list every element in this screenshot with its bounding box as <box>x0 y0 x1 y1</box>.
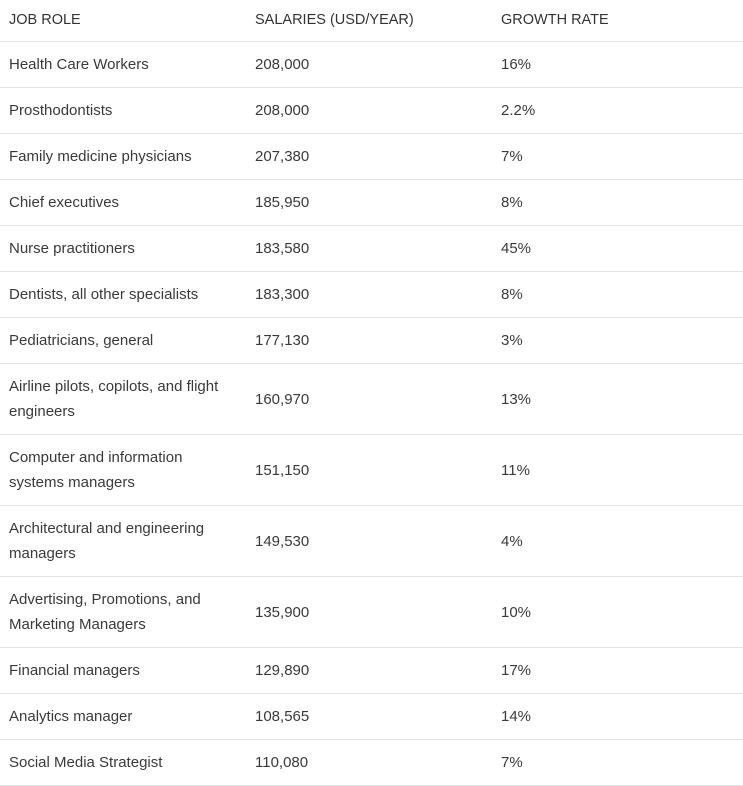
table-body: Health Care Workers 208,000 16% Prosthodont… <box>0 41 743 786</box>
salary: 149,530 <box>246 505 492 577</box>
growth-rate: 7% <box>492 133 743 180</box>
table-row: Financial managers 129,890 17% <box>0 647 743 694</box>
salary: 208,000 <box>246 41 492 88</box>
growth-rate: 16% <box>492 41 743 88</box>
table-row: Advertising, Promotions, and Marketing M… <box>0 576 743 648</box>
growth-rate: 45% <box>492 225 743 272</box>
job-role: Chief executives <box>0 179 246 226</box>
header-cell: GROWTH RATE <box>492 0 743 42</box>
salary: 207,380 <box>246 133 492 180</box>
salary: 183,580 <box>246 225 492 272</box>
table-row: Architectural and engineering managers 14… <box>0 505 743 577</box>
table-row: Chief executives 185,950 8% <box>0 179 743 226</box>
salary: 208,000 <box>246 87 492 134</box>
salary: 108,565 <box>246 693 492 740</box>
job-role: Social Media Strategist <box>0 739 246 786</box>
table-row: Prosthodontists 208,000 2.2% <box>0 87 743 134</box>
job-role: Pediatricians, general <box>0 317 246 364</box>
table-row: Computer and information systems manager… <box>0 434 743 506</box>
growth-rate: 11% <box>492 434 743 506</box>
growth-rate: 10% <box>492 576 743 648</box>
table-row: Nurse practitioners 183,580 45% <box>0 225 743 272</box>
growth-rate: 8% <box>492 179 743 226</box>
salary: 129,890 <box>246 647 492 694</box>
table-row: Social Media Strategist 110,080 7% <box>0 739 743 786</box>
salary: 135,900 <box>246 576 492 648</box>
table-header: JOB ROLE SALARIES (USD/YEAR) GROWTH RATE <box>0 0 743 42</box>
salary: 177,130 <box>246 317 492 364</box>
growth-rate: 14% <box>492 693 743 740</box>
growth-rate: 4% <box>492 505 743 577</box>
job-role: Nurse practitioners <box>0 225 246 272</box>
job-role: Architectural and engineering managers <box>0 505 246 577</box>
salary: 160,970 <box>246 363 492 435</box>
table-row: Airline pilots, copilots, and flight eng… <box>0 363 743 435</box>
job-role: Analytics manager <box>0 693 246 740</box>
table-row: Dentists, all other specialists 183,300 8% <box>0 271 743 318</box>
job-role: Family medicine physicians <box>0 133 246 180</box>
header-row: JOB ROLE SALARIES (USD/YEAR) GROWTH RATE <box>0 0 743 42</box>
growth-rate: 13% <box>492 363 743 435</box>
salary: 183,300 <box>246 271 492 318</box>
growth-rate: 3% <box>492 317 743 364</box>
table-row: Health Care Workers 208,000 16% <box>0 41 743 88</box>
job-role: Prosthodontists <box>0 87 246 134</box>
job-role: Financial managers <box>0 647 246 694</box>
job-role: Health Care Workers <box>0 41 246 88</box>
job-role: Computer and information systems manager… <box>0 434 246 506</box>
header-cell: JOB ROLE <box>0 0 246 42</box>
growth-rate: 8% <box>492 271 743 318</box>
job-role: Airline pilots, copilots, and flight eng… <box>0 363 246 435</box>
growth-rate: 17% <box>492 647 743 694</box>
salary: 110,080 <box>246 739 492 786</box>
table-row: Analytics manager 108,565 14% <box>0 693 743 740</box>
growth-rate: 2.2% <box>492 87 743 134</box>
table-row: Pediatricians, general 177,130 3% <box>0 317 743 364</box>
salary: 151,150 <box>246 434 492 506</box>
growth-rate: 7% <box>492 739 743 786</box>
table-row: Family medicine physicians 207,380 7% <box>0 133 743 180</box>
job-role: Advertising, Promotions, and Marketing M… <box>0 576 246 648</box>
header-cell: SALARIES (USD/YEAR) <box>246 0 492 42</box>
job-role: Dentists, all other specialists <box>0 271 246 318</box>
salary: 185,950 <box>246 179 492 226</box>
